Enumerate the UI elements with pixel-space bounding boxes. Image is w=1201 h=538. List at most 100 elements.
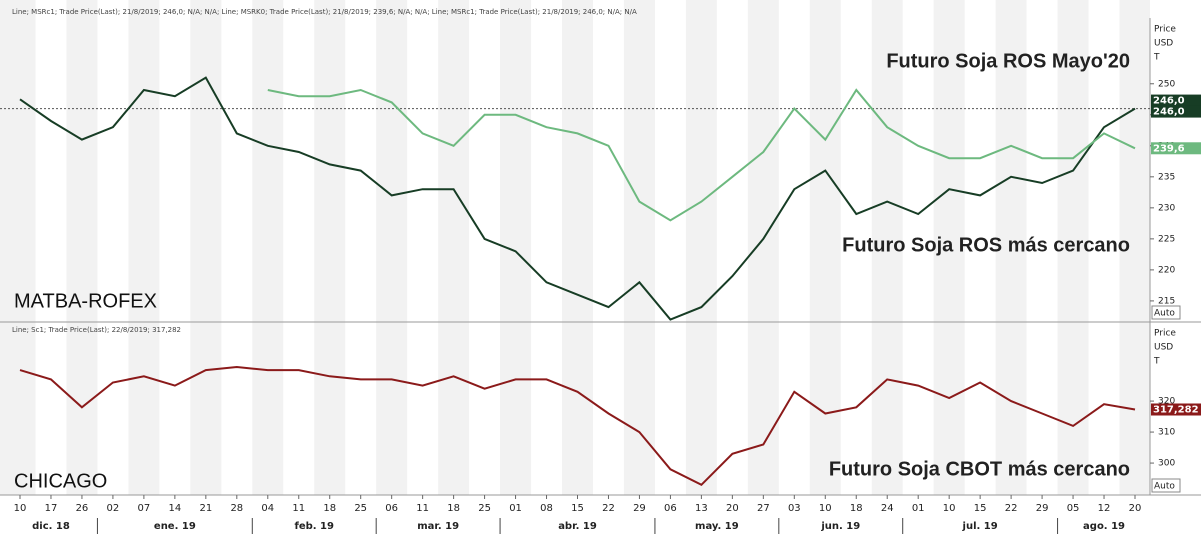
stripe <box>376 0 408 495</box>
x-tick-label: 21 <box>199 503 212 514</box>
series-name: Futuro Soja ROS más cercano <box>842 234 1130 256</box>
month-label: feb. 19 <box>294 521 334 532</box>
x-tick-label: 01 <box>912 503 925 514</box>
x-tick-label: 08 <box>540 503 553 514</box>
last-tag-label: 246,0 <box>1153 107 1185 118</box>
series-line <box>19 76 1136 321</box>
stripe <box>995 0 1027 495</box>
x-tick-label: 29 <box>633 503 646 514</box>
month-label: jun. 19 <box>820 521 860 532</box>
panel-label: MATBA-ROFEX <box>14 290 157 312</box>
y-unit: Price <box>1154 25 1176 35</box>
auto-button[interactable] <box>1151 478 1181 493</box>
auto-label[interactable]: Auto <box>1154 309 1175 319</box>
last-tag-label: 239,6 <box>1153 143 1185 154</box>
month-label: ene. 19 <box>154 521 196 532</box>
auto-label[interactable]: Auto <box>1154 482 1175 492</box>
x-tick-label: 22 <box>602 503 615 514</box>
x-tick-label: 26 <box>76 503 89 514</box>
y-unit: USD <box>1154 343 1173 353</box>
stripe <box>747 0 779 495</box>
x-tick-label: 14 <box>168 503 181 514</box>
last-tag <box>1151 105 1201 118</box>
month-label: may. 19 <box>695 521 739 532</box>
x-tick-label: 29 <box>1036 503 1049 514</box>
y-tick-label: 215 <box>1158 296 1175 306</box>
x-tick-label: 18 <box>447 503 460 514</box>
month-label: abr. 19 <box>558 521 597 532</box>
month-label: dic. 18 <box>32 521 70 532</box>
series-name: Futuro Soja ROS Mayo'20 <box>886 50 1130 72</box>
stripe <box>562 0 593 495</box>
x-tick-label: 25 <box>478 503 491 514</box>
x-tick-label: 15 <box>974 503 987 514</box>
stripe <box>1119 0 1150 495</box>
x-tick-label: 01 <box>509 503 522 514</box>
ref-tag <box>1151 94 1201 107</box>
stripe <box>871 0 903 495</box>
unit-bg <box>1152 324 1200 368</box>
series-line <box>267 88 1136 222</box>
x-tick-label: 05 <box>1067 503 1080 514</box>
unit-bg <box>1152 20 1200 64</box>
month-label: jul. 19 <box>962 521 998 532</box>
month-label: mar. 19 <box>417 521 459 532</box>
legend-text: Line; Sc1; Trade Price(Last); 22/8/2019;… <box>12 326 181 334</box>
x-tick-label: 10 <box>14 503 27 514</box>
x-tick-label: 20 <box>726 503 739 514</box>
stripe <box>623 0 655 495</box>
x-tick-label: 06 <box>385 503 398 514</box>
stripe <box>128 0 160 495</box>
y-tick-label: 235 <box>1158 172 1175 182</box>
y-tick-label: 225 <box>1158 234 1175 244</box>
x-tick-label: 03 <box>788 503 801 514</box>
y-unit: Price <box>1154 329 1176 339</box>
y-tick-label: 320 <box>1158 397 1175 407</box>
stripe <box>0 0 36 495</box>
x-tick-label: 18 <box>323 503 336 514</box>
x-tick-label: 02 <box>107 503 120 514</box>
series-line <box>19 365 1136 487</box>
auto-button[interactable] <box>1151 305 1181 320</box>
stripe <box>252 0 284 495</box>
last-tag-label: 317,282 <box>1153 404 1199 415</box>
last-tag <box>1151 403 1201 416</box>
stripe <box>66 0 98 495</box>
x-tick-label: 10 <box>943 503 956 514</box>
x-tick-label: 10 <box>819 503 832 514</box>
x-tick-label: 15 <box>571 503 584 514</box>
ref-tag-label: 246,0 <box>1153 96 1185 107</box>
x-tick-label: 28 <box>230 503 243 514</box>
x-tick-label: 11 <box>416 503 429 514</box>
x-tick-label: 22 <box>1005 503 1018 514</box>
x-tick-label: 17 <box>45 503 58 514</box>
y-unit: USD <box>1154 39 1173 49</box>
x-tick-label: 18 <box>850 503 863 514</box>
y-tick-label: 300 <box>1158 459 1175 469</box>
x-tick-label: 25 <box>354 503 367 514</box>
y-tick-label: 310 <box>1158 428 1175 438</box>
legend-text: Line; MSRc1; Trade Price(Last); 21/8/201… <box>12 8 637 16</box>
stripe <box>933 0 965 495</box>
series-name: Futuro Soja CBOT más cercano <box>829 458 1130 480</box>
x-tick-label: 24 <box>881 503 894 514</box>
stripe <box>190 0 222 495</box>
x-tick-label: 12 <box>1098 503 1111 514</box>
x-tick-label: 13 <box>695 503 708 514</box>
x-tick-label: 27 <box>757 503 770 514</box>
y-tick-label: 220 <box>1158 265 1175 275</box>
stripe <box>685 0 717 495</box>
stripe <box>809 0 841 495</box>
x-tick-label: 04 <box>261 503 274 514</box>
x-tick-label: 07 <box>138 503 151 514</box>
y-unit: T <box>1153 53 1160 63</box>
panel-label: CHICAGO <box>14 470 107 492</box>
stripe <box>438 0 470 495</box>
stripe <box>314 0 346 495</box>
y-unit: T <box>1153 357 1160 367</box>
last-tag <box>1151 142 1201 155</box>
month-label: ago. 19 <box>1083 521 1125 532</box>
x-tick-label: 06 <box>664 503 677 514</box>
x-tick-label: 20 <box>1129 503 1142 514</box>
